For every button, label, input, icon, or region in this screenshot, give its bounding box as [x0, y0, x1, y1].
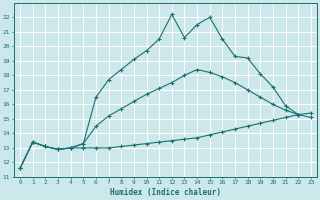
X-axis label: Humidex (Indice chaleur): Humidex (Indice chaleur) — [110, 188, 221, 197]
